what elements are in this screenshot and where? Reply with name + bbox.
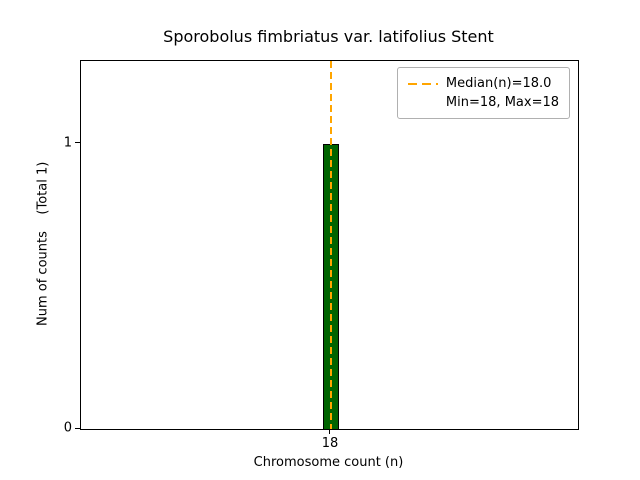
x-tick-mark xyxy=(329,429,331,434)
dashed-line-icon xyxy=(407,82,438,85)
legend-entry-minmax: Min=18, Max=18 xyxy=(408,93,559,112)
legend-empty-sample xyxy=(408,102,438,104)
legend-label-minmax: Min=18, Max=18 xyxy=(445,95,559,110)
y-tick-mark xyxy=(75,142,80,144)
y-tick-label: 1 xyxy=(63,135,72,151)
plot-area: Median(n)=18.0 Min=18, Max=18 xyxy=(80,60,579,430)
x-axis-label: Chromosome count (n) xyxy=(253,455,404,470)
x-tick-label: 18 xyxy=(321,436,339,451)
y-axis-label: Num of counts (Total 1) xyxy=(35,161,51,327)
y-tick-mark xyxy=(75,427,80,429)
legend-entry-median: Median(n)=18.0 xyxy=(407,74,559,93)
chart-title: Sporobolus fimbriatus var. latifolius St… xyxy=(163,27,494,46)
legend-label-median: Median(n)=18.0 xyxy=(445,76,552,91)
y-tick-label: 0 xyxy=(63,420,72,436)
median-line xyxy=(329,61,332,429)
legend: Median(n)=18.0 Min=18, Max=18 xyxy=(396,67,570,119)
